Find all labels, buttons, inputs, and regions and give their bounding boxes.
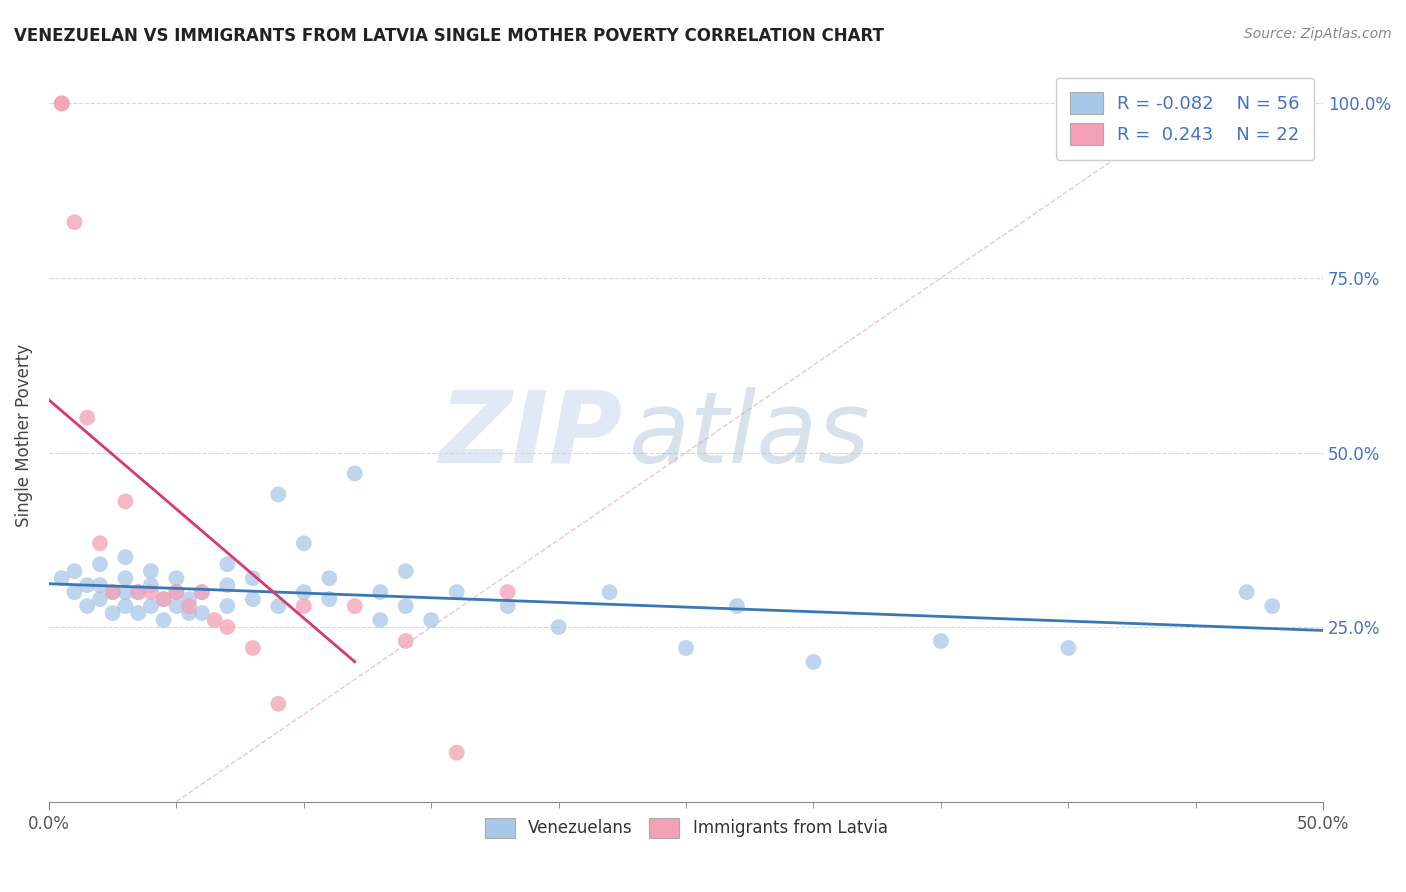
Point bbox=[127, 585, 149, 599]
Point bbox=[217, 578, 239, 592]
Point bbox=[191, 585, 214, 599]
Point bbox=[446, 585, 468, 599]
Point bbox=[1057, 640, 1080, 655]
Point bbox=[395, 564, 418, 578]
Point bbox=[152, 592, 174, 607]
Point bbox=[675, 640, 697, 655]
Point bbox=[76, 578, 98, 592]
Point bbox=[217, 558, 239, 572]
Point bbox=[179, 599, 201, 613]
Point bbox=[127, 606, 149, 620]
Point bbox=[496, 585, 519, 599]
Point bbox=[191, 585, 214, 599]
Point bbox=[101, 606, 124, 620]
Point bbox=[165, 599, 187, 613]
Point bbox=[63, 215, 86, 229]
Legend: Venezuelans, Immigrants from Latvia: Venezuelans, Immigrants from Latvia bbox=[478, 811, 894, 845]
Point bbox=[292, 536, 315, 550]
Point bbox=[343, 599, 366, 613]
Point bbox=[179, 592, 201, 607]
Point bbox=[242, 571, 264, 585]
Point bbox=[217, 620, 239, 634]
Point bbox=[725, 599, 748, 613]
Point bbox=[139, 585, 162, 599]
Point bbox=[420, 613, 443, 627]
Point bbox=[368, 585, 391, 599]
Point bbox=[51, 571, 73, 585]
Point bbox=[395, 599, 418, 613]
Point bbox=[179, 606, 201, 620]
Point bbox=[292, 599, 315, 613]
Point bbox=[165, 571, 187, 585]
Point bbox=[114, 494, 136, 508]
Point bbox=[165, 585, 187, 599]
Text: VENEZUELAN VS IMMIGRANTS FROM LATVIA SINGLE MOTHER POVERTY CORRELATION CHART: VENEZUELAN VS IMMIGRANTS FROM LATVIA SIN… bbox=[14, 27, 884, 45]
Point bbox=[395, 634, 418, 648]
Point bbox=[204, 613, 226, 627]
Point bbox=[929, 634, 952, 648]
Point bbox=[267, 487, 290, 501]
Point bbox=[599, 585, 621, 599]
Point bbox=[446, 746, 468, 760]
Text: atlas: atlas bbox=[628, 386, 870, 483]
Text: ZIP: ZIP bbox=[439, 386, 623, 483]
Point bbox=[63, 585, 86, 599]
Point bbox=[217, 599, 239, 613]
Point bbox=[1261, 599, 1284, 613]
Point bbox=[139, 578, 162, 592]
Point bbox=[76, 410, 98, 425]
Point bbox=[343, 467, 366, 481]
Point bbox=[89, 558, 111, 572]
Point bbox=[318, 592, 340, 607]
Point bbox=[89, 592, 111, 607]
Point bbox=[101, 585, 124, 599]
Point bbox=[152, 592, 174, 607]
Point bbox=[63, 564, 86, 578]
Point bbox=[114, 599, 136, 613]
Point bbox=[368, 613, 391, 627]
Point bbox=[152, 613, 174, 627]
Point bbox=[101, 585, 124, 599]
Point bbox=[114, 571, 136, 585]
Text: Source: ZipAtlas.com: Source: ZipAtlas.com bbox=[1244, 27, 1392, 41]
Point bbox=[803, 655, 825, 669]
Point bbox=[267, 697, 290, 711]
Point bbox=[191, 606, 214, 620]
Y-axis label: Single Mother Poverty: Single Mother Poverty bbox=[15, 343, 32, 526]
Point bbox=[114, 550, 136, 565]
Point bbox=[139, 564, 162, 578]
Point bbox=[76, 599, 98, 613]
Point bbox=[114, 585, 136, 599]
Point bbox=[318, 571, 340, 585]
Point bbox=[1236, 585, 1258, 599]
Point bbox=[127, 585, 149, 599]
Point bbox=[496, 599, 519, 613]
Point bbox=[89, 536, 111, 550]
Point bbox=[51, 96, 73, 111]
Point bbox=[165, 585, 187, 599]
Point bbox=[242, 640, 264, 655]
Point bbox=[267, 599, 290, 613]
Point bbox=[292, 585, 315, 599]
Point bbox=[547, 620, 569, 634]
Point bbox=[242, 592, 264, 607]
Point bbox=[139, 599, 162, 613]
Point bbox=[89, 578, 111, 592]
Point bbox=[51, 96, 73, 111]
